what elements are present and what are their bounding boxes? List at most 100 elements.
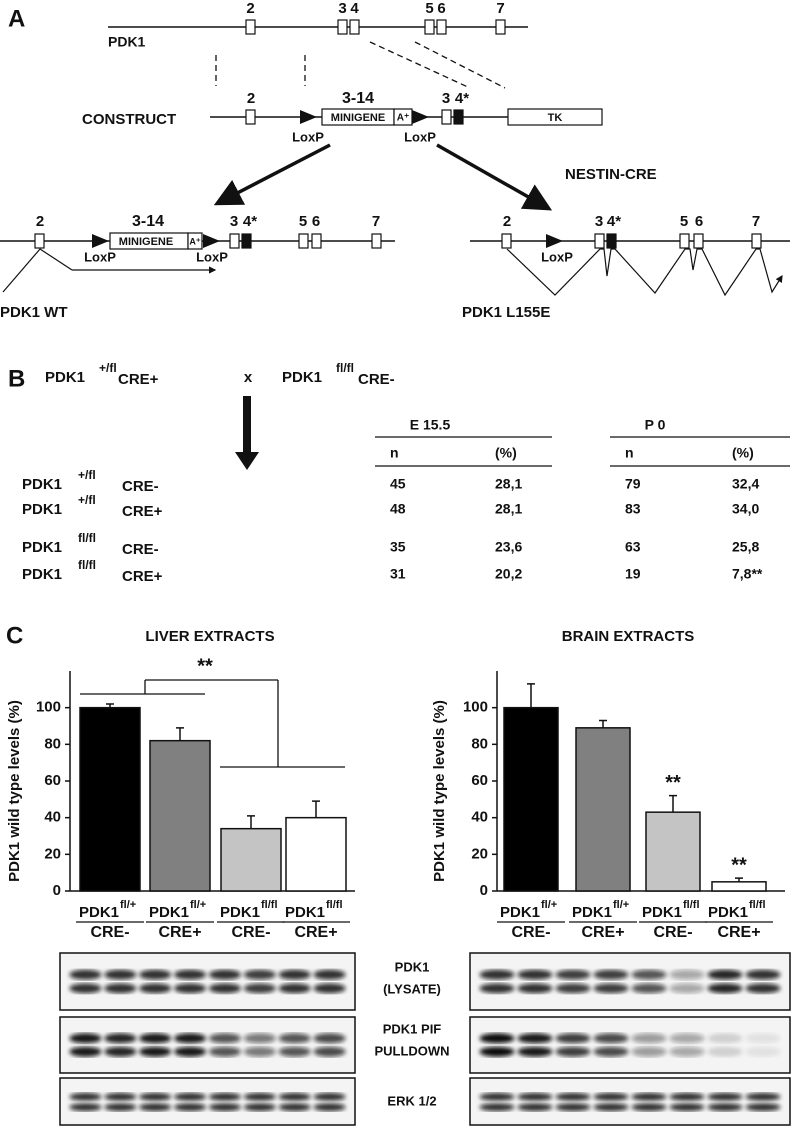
band — [104, 1103, 137, 1112]
band — [278, 1033, 311, 1044]
band — [517, 1033, 553, 1044]
table-cell: 79 — [625, 476, 641, 492]
line — [369, 41, 471, 89]
exon — [594, 233, 605, 249]
chart-title: LIVER EXTRACTS — [145, 628, 274, 645]
y-axis-label: PDK1 wild type levels (%) — [6, 700, 23, 882]
category-cre: CRE- — [511, 924, 550, 941]
line — [414, 41, 506, 89]
allele-name: PDK1 L155E — [462, 304, 550, 321]
exon — [441, 109, 452, 125]
blot-label: PDK1 PIF — [383, 1021, 442, 1036]
tk: TK — [548, 112, 563, 124]
exon — [245, 19, 256, 35]
line — [213, 143, 331, 206]
allele: +/fl — [78, 468, 96, 482]
band — [707, 969, 743, 980]
band — [669, 983, 705, 994]
significance: ** — [731, 854, 747, 876]
band — [243, 1033, 276, 1044]
exon-label: 2 — [246, 0, 254, 17]
gene: PDK1 — [22, 476, 62, 493]
band — [208, 1046, 241, 1057]
cre: CRE+ — [118, 371, 159, 388]
blot — [469, 952, 791, 1011]
band — [631, 1103, 667, 1112]
band — [745, 1092, 781, 1101]
band — [479, 1092, 515, 1101]
band — [313, 1046, 346, 1057]
allele: +/fl — [99, 361, 117, 375]
band — [69, 1033, 102, 1044]
exon-label: 7 — [752, 213, 760, 230]
exon — [298, 233, 309, 249]
exon — [693, 233, 704, 249]
table-column: n — [390, 445, 399, 461]
band — [174, 1092, 207, 1101]
allele: fl/fl — [336, 361, 354, 375]
error-bar — [247, 815, 255, 829]
category-allele: fl/fl — [683, 899, 700, 911]
y-tick-label: 20 — [471, 845, 488, 862]
category-allele: fl/fl — [261, 899, 278, 911]
loxp-label: LoxP — [541, 249, 573, 264]
significance: ** — [197, 655, 213, 677]
loxp-label: LoxP — [292, 129, 324, 144]
exon — [751, 233, 762, 249]
loxp-site — [300, 110, 317, 124]
bar — [285, 816, 347, 892]
category-allele: fl/+ — [120, 899, 136, 911]
exon-label: 4* — [243, 213, 257, 230]
blot — [469, 1077, 791, 1126]
box — [507, 108, 603, 126]
category-gene: PDK1 — [79, 904, 119, 921]
table-column: n — [625, 445, 634, 461]
category-allele: fl/+ — [190, 899, 206, 911]
y-tick-label: 100 — [463, 699, 488, 716]
y-tick-label: 40 — [44, 809, 61, 826]
allele-name: PDK1 — [108, 34, 146, 50]
exon — [453, 109, 464, 125]
table-cell: 83 — [625, 501, 641, 517]
minigene: MINIGENE — [331, 112, 385, 124]
band — [631, 1046, 667, 1057]
loxp-site — [92, 234, 109, 248]
bar — [645, 811, 701, 892]
band — [208, 969, 241, 980]
arrow-head — [235, 452, 259, 470]
band — [104, 983, 137, 994]
error-bar — [527, 683, 535, 708]
category-gene: PDK1 — [149, 904, 189, 921]
exon-label: 3-14 — [342, 90, 374, 107]
line — [436, 143, 553, 211]
band — [707, 1103, 743, 1112]
band — [479, 1103, 515, 1112]
exon-label: 5 — [680, 213, 688, 230]
category-cre: CRE+ — [581, 924, 624, 941]
band — [555, 983, 591, 994]
table-cell: 25,8 — [732, 539, 759, 555]
table-cell: 20,2 — [495, 566, 522, 582]
exon — [501, 233, 512, 249]
y-tick-label: 40 — [471, 809, 488, 826]
error-bar — [735, 877, 743, 882]
exon-label: 2 — [247, 90, 255, 107]
band — [243, 1092, 276, 1101]
band — [278, 983, 311, 994]
band — [139, 1092, 172, 1101]
y-tick-label: 80 — [471, 735, 488, 752]
exon-label: 2 — [503, 213, 511, 230]
category-gene: PDK1 — [220, 904, 260, 921]
exon-label: 3 — [338, 0, 346, 17]
exon-label: 4* — [455, 90, 469, 107]
band — [104, 1092, 137, 1101]
category-gene: PDK1 — [500, 904, 540, 921]
band — [631, 1092, 667, 1101]
band — [669, 969, 705, 980]
table-group: P 0 — [645, 417, 666, 433]
panel-label: B — [8, 365, 25, 392]
cross-symbol: x — [244, 369, 253, 386]
table-column: (%) — [495, 445, 517, 461]
band — [174, 983, 207, 994]
